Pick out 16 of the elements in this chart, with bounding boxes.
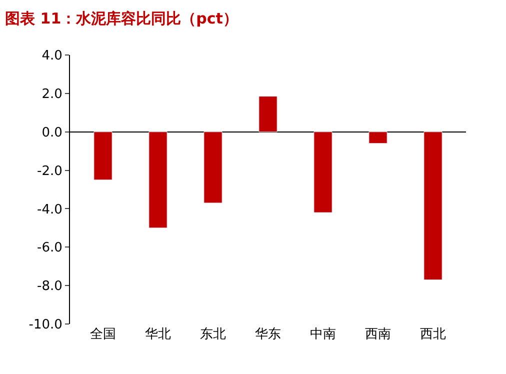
x-tick-label: 中南 — [310, 327, 336, 342]
x-tick-label: 华北 — [145, 327, 171, 342]
x-tick-label: 华东 — [255, 327, 281, 342]
x-tick-label: 西南 — [365, 327, 391, 342]
chart-title: 图表 11：水泥库容比同比（pct） — [5, 10, 238, 28]
x-tick-label: 东北 — [200, 327, 226, 342]
y-tick-label: 2.0 — [42, 86, 62, 102]
y-tick-label: -4.0 — [37, 202, 62, 218]
x-tick-label: 全国 — [90, 327, 116, 342]
y-tick-label: 0.0 — [42, 125, 62, 140]
y-tick-label: -10.0 — [28, 318, 62, 333]
y-tick-label: 4.0 — [42, 48, 62, 64]
y-tick-label: -2.0 — [37, 164, 62, 179]
y-tick-label: -8.0 — [37, 279, 62, 294]
x-tick-label: 西北 — [420, 327, 446, 342]
y-tick-label: -6.0 — [37, 240, 62, 256]
